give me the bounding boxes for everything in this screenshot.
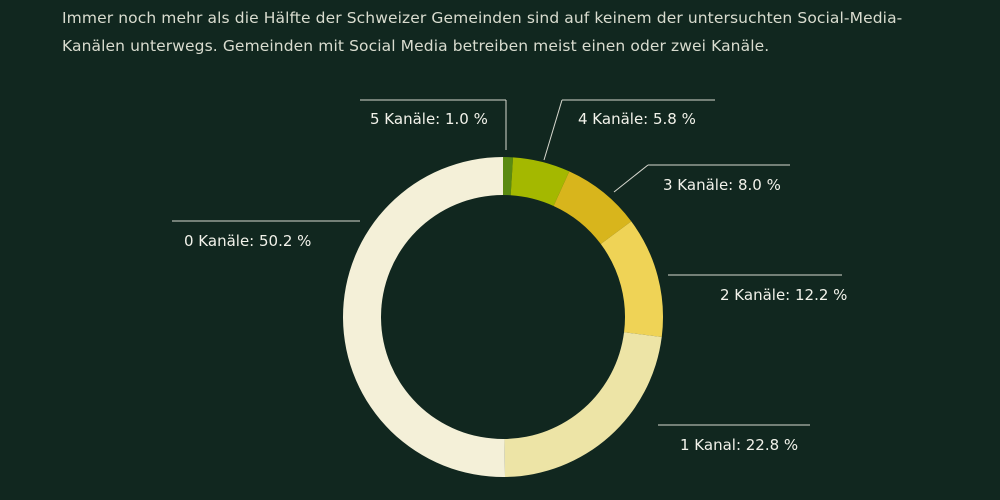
chart-subtitle: Immer noch mehr als die Hälfte der Schwe… bbox=[62, 9, 903, 55]
leader-lines bbox=[172, 99, 842, 426]
slice-label: 0 Kanäle: 50.2 % bbox=[184, 232, 311, 250]
slice-label: 4 Kanäle: 5.8 % bbox=[578, 110, 696, 128]
slice-0-kan-le bbox=[343, 157, 506, 477]
slice-labels: 5 Kanäle: 1.0 % 4 Kanäle: 5.8 % 3 Kanäle: … bbox=[184, 110, 847, 454]
slice-label: 2 Kanäle: 12.2 % bbox=[720, 286, 847, 304]
slice-1-kanal bbox=[504, 332, 662, 477]
leader-connector bbox=[543, 99, 563, 161]
donut-slices bbox=[343, 157, 663, 477]
slice-2-kan-le bbox=[600, 221, 663, 338]
slice-4-kan-le bbox=[510, 157, 570, 206]
leader-connector bbox=[613, 164, 649, 193]
slice-label: 5 Kanäle: 1.0 % bbox=[370, 110, 488, 128]
slice-5-kan-le bbox=[503, 157, 514, 196]
slice-3-kan-le bbox=[553, 171, 632, 245]
slice-label: 3 Kanäle: 8.0 % bbox=[663, 176, 781, 194]
slice-label: 1 Kanal: 22.8 % bbox=[680, 436, 798, 454]
